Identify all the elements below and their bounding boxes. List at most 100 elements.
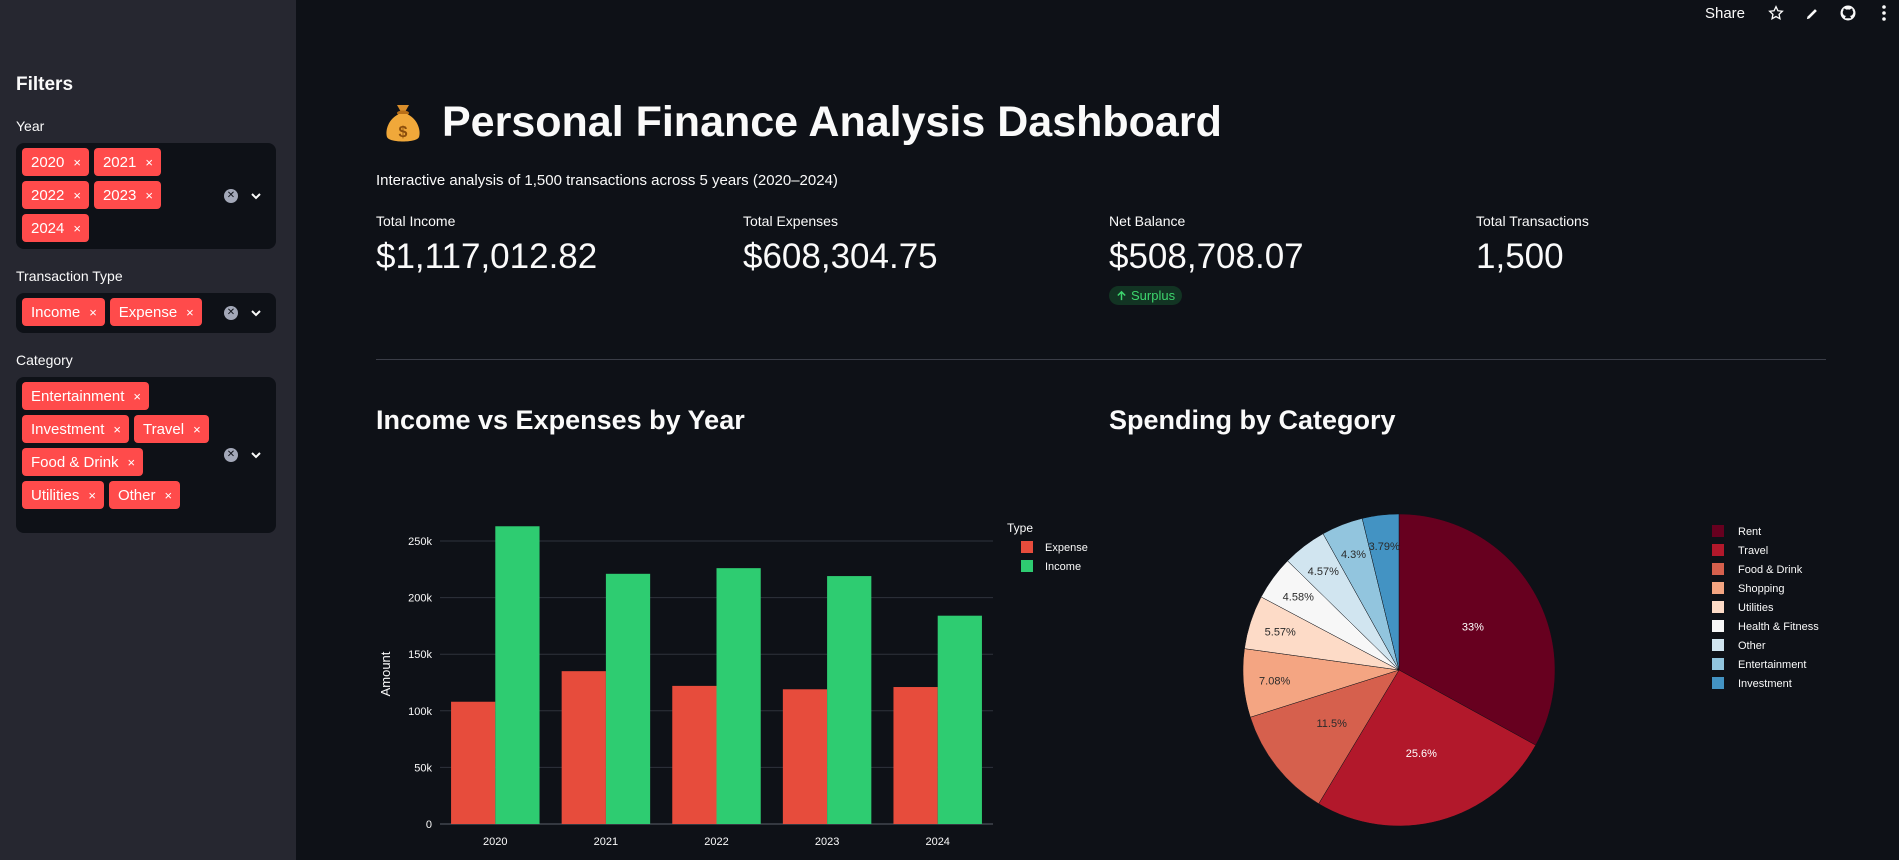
- star-icon[interactable]: [1767, 4, 1785, 22]
- legend-label[interactable]: Income: [1045, 561, 1081, 573]
- bar-income-2022[interactable]: [716, 568, 761, 824]
- year-multiselect[interactable]: 2020 × 2021 × 2022 × 2023 × 2024 × ✕: [16, 143, 276, 249]
- filter-tag[interactable]: Investment ×: [22, 415, 129, 443]
- legend-label[interactable]: Food & Drink: [1738, 564, 1803, 576]
- legend-label[interactable]: Investment: [1738, 678, 1792, 690]
- bar-expense-2020[interactable]: [451, 701, 496, 824]
- filter-tag[interactable]: 2024 ×: [22, 214, 89, 242]
- filter-tag-label: 2022: [31, 186, 65, 204]
- legend-swatch[interactable]: [1712, 620, 1724, 632]
- share-button[interactable]: Share: [1704, 4, 1745, 22]
- remove-tag-icon[interactable]: ×: [145, 154, 153, 170]
- remove-tag-icon[interactable]: ×: [113, 421, 121, 437]
- y-axis-label: Amount: [378, 651, 393, 696]
- metric-total-transactions: Total Transactions 1,500: [1476, 213, 1836, 277]
- clear-icon[interactable]: ✕: [224, 306, 238, 320]
- bar-expense-2023[interactable]: [782, 689, 828, 824]
- clear-icon[interactable]: ✕: [224, 189, 238, 203]
- pie-slice-investment[interactable]: [1361, 513, 1400, 671]
- filter-tag-label: 2020: [31, 153, 65, 171]
- chevron-down-icon[interactable]: [250, 190, 262, 202]
- legend-label[interactable]: Expense: [1045, 542, 1088, 554]
- legend-swatch[interactable]: [1712, 677, 1724, 689]
- legend-swatch[interactable]: [1712, 601, 1724, 613]
- pie-slice-travel[interactable]: [1318, 669, 1537, 827]
- bar-income-2021[interactable]: [605, 573, 651, 824]
- bar-income-2020[interactable]: [495, 526, 540, 824]
- filter-tag-label: Food & Drink: [31, 453, 119, 471]
- filter-tag[interactable]: Other ×: [108, 481, 181, 509]
- bar-expense-2024[interactable]: [893, 687, 938, 824]
- remove-tag-icon[interactable]: ×: [73, 154, 81, 170]
- remove-tag-icon[interactable]: ×: [145, 187, 153, 203]
- filter-tag[interactable]: 2021 ×: [93, 148, 161, 176]
- legend-label[interactable]: Shopping: [1738, 583, 1785, 595]
- filter-tag[interactable]: Expense ×: [109, 298, 202, 326]
- legend-swatch[interactable]: [1712, 525, 1724, 537]
- category-multiselect[interactable]: Entertainment × Investment × Travel × Food & D…: [16, 377, 276, 533]
- bar-expense-2021[interactable]: [561, 671, 606, 824]
- remove-tag-icon[interactable]: ×: [88, 487, 96, 503]
- pie-slice-food-drink[interactable]: [1249, 669, 1400, 805]
- legend-swatch[interactable]: [1021, 560, 1033, 572]
- filter-tag-label: Travel: [142, 420, 185, 438]
- kebab-menu-icon[interactable]: [1875, 4, 1893, 22]
- pie-percent-label: 4.3%: [1341, 549, 1366, 561]
- remove-tag-icon[interactable]: ×: [89, 304, 97, 320]
- filter-tag[interactable]: 2020 ×: [22, 148, 89, 176]
- clear-icon[interactable]: ✕: [224, 448, 238, 462]
- x-tick-label: 2022: [704, 836, 728, 848]
- x-tick-label: 2023: [815, 836, 839, 848]
- edit-icon[interactable]: [1803, 4, 1821, 22]
- bar-income-2024[interactable]: [937, 615, 982, 824]
- remove-tag-icon[interactable]: ×: [73, 220, 81, 236]
- metric-value: $1,117,012.82: [376, 237, 598, 276]
- filter-tag[interactable]: Food & Drink ×: [22, 448, 144, 476]
- category-pie-chart[interactable]: 33% 25.6% 11.5% 7.08% 5.57% 4.58% 4.57%4.3%3.7…: [1109, 505, 1826, 845]
- y-tick-label: 150k: [408, 649, 432, 661]
- legend-label[interactable]: Rent: [1738, 526, 1761, 538]
- remove-tag-icon[interactable]: ×: [186, 304, 194, 320]
- bar-income-2023[interactable]: [827, 576, 872, 824]
- legend-swatch[interactable]: [1712, 658, 1724, 670]
- filter-tag[interactable]: Utilities ×: [22, 481, 104, 509]
- income-expense-bar-chart[interactable]: 0 50k 100k 150k 200k 250k Amount 2020 2021 2022 20…: [376, 510, 1106, 855]
- legend-label[interactable]: Other: [1738, 640, 1766, 652]
- remove-tag-icon[interactable]: ×: [127, 454, 136, 470]
- filter-tag-label: Income: [31, 303, 81, 321]
- github-icon[interactable]: [1839, 4, 1857, 22]
- filter-tag[interactable]: Income ×: [22, 298, 105, 326]
- filter-tag-label: Expense: [118, 303, 178, 321]
- pie-slice-rent[interactable]: [1398, 513, 1556, 746]
- filter-tag[interactable]: Entertainment ×: [22, 382, 149, 410]
- category-tags: Entertainment × Investment × Travel × Food & D…: [22, 382, 218, 509]
- legend-label[interactable]: Travel: [1738, 545, 1768, 557]
- legend-swatch[interactable]: [1712, 582, 1724, 594]
- legend-label[interactable]: Health & Fitness: [1738, 621, 1819, 633]
- bar-expense-2022[interactable]: [672, 685, 717, 824]
- remove-tag-icon[interactable]: ×: [193, 421, 201, 437]
- filter-tag-label: 2024: [31, 219, 65, 237]
- bar-chart-title: Income vs Expenses by Year: [376, 405, 745, 435]
- remove-tag-icon[interactable]: ×: [164, 487, 173, 503]
- chevron-down-icon[interactable]: [250, 307, 262, 319]
- legend-swatch[interactable]: [1712, 544, 1724, 556]
- metric-label: Total Income: [376, 213, 456, 229]
- filter-tag[interactable]: 2023 ×: [93, 181, 161, 209]
- remove-tag-icon[interactable]: ×: [133, 388, 141, 404]
- metric-value: 1,500: [1476, 237, 1564, 276]
- filter-tag[interactable]: 2022 ×: [22, 181, 89, 209]
- legend-label[interactable]: Entertainment: [1738, 659, 1806, 671]
- type-multiselect[interactable]: Income × Expense × ✕: [16, 293, 276, 333]
- legend-swatch[interactable]: [1021, 541, 1033, 553]
- legend-label[interactable]: Utilities: [1738, 602, 1774, 614]
- remove-tag-icon[interactable]: ×: [73, 187, 81, 203]
- legend-swatch[interactable]: [1712, 639, 1724, 651]
- legend-title: Type: [1007, 521, 1033, 535]
- type-tags: Income × Expense ×: [22, 298, 218, 326]
- legend-swatch[interactable]: [1712, 563, 1724, 575]
- pie-percent-label: 4.57%: [1308, 566, 1339, 578]
- metric-total-expenses: Total Expenses $608,304.75: [743, 213, 1103, 277]
- chevron-down-icon[interactable]: [250, 449, 262, 461]
- filter-tag[interactable]: Travel ×: [133, 415, 209, 443]
